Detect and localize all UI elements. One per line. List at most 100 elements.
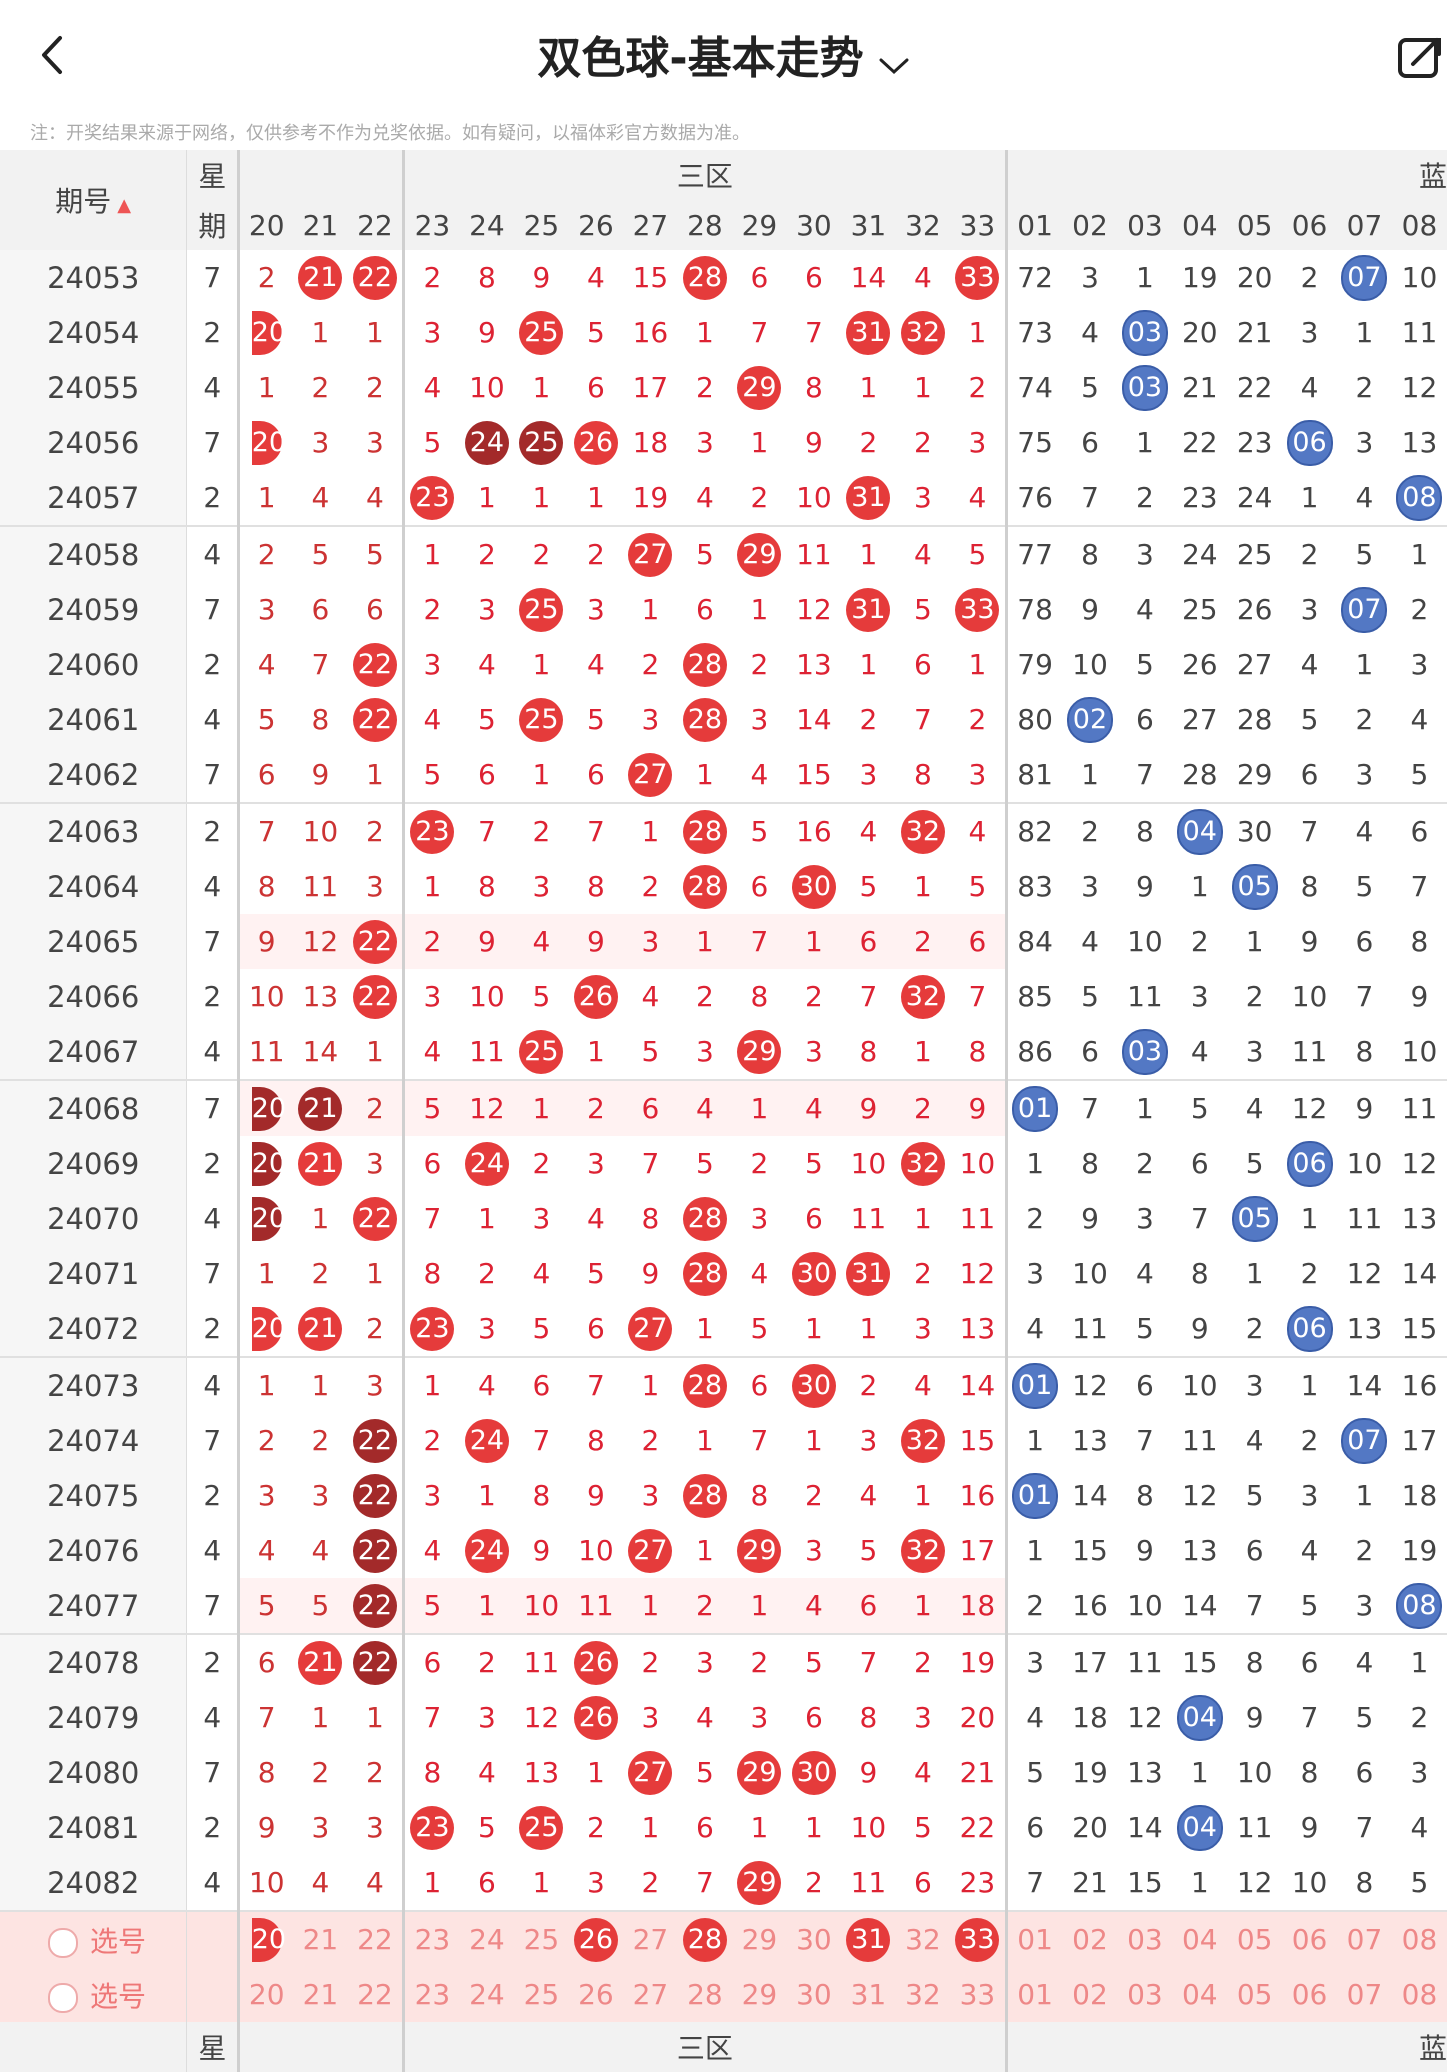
blue-cell: 1 — [1135, 1092, 1154, 1125]
pick-select-cell[interactable]: 选号 — [0, 1967, 188, 2022]
pick-number-zone3[interactable]: 31 — [841, 1967, 896, 2022]
pick-number-blue[interactable]: 02 — [1062, 1967, 1118, 2022]
pick-number-blue[interactable]: 08 — [1391, 1911, 1447, 1967]
blue-cell: 06 — [1282, 415, 1337, 470]
issue-cell: 24082 — [0, 1855, 188, 1912]
pick-number-zone3[interactable]: 28 — [677, 1911, 733, 1967]
pick-number-zone2[interactable]: 22 — [347, 1911, 404, 1967]
selected-red-ball[interactable]: 20 — [251, 1917, 286, 1962]
zone2-cell: 3 — [257, 1479, 276, 1512]
radio-icon[interactable] — [48, 1927, 78, 1958]
selected-red-ball[interactable]: 26 — [573, 1917, 618, 1962]
pick-number-zone3[interactable]: 27 — [623, 1911, 678, 1967]
blue-cell: 27 — [1181, 703, 1218, 736]
pick-number-zone3[interactable]: 25 — [514, 1911, 569, 1967]
selected-red-ball[interactable]: 31 — [846, 1917, 891, 1962]
pick-number-blue[interactable]: 01 — [1004, 1967, 1063, 2022]
zone3-cell: 1 — [677, 1301, 733, 1358]
pick-number-zone2[interactable]: 22 — [347, 1967, 404, 2022]
pick-number-zone2[interactable]: 20 — [238, 1911, 294, 1967]
zone3-cell: 13 — [950, 1301, 1007, 1358]
zone2-cell: 5 — [238, 1578, 294, 1635]
pick-number-blue[interactable]: 06 — [1282, 1967, 1337, 2022]
footer-header-row: 星 三区蓝 — [0, 2022, 1447, 2072]
selected-red-ball[interactable]: 28 — [682, 1917, 727, 1962]
pick-number-blue[interactable]: 08 — [1391, 1967, 1447, 2022]
pick-number-zone3[interactable]: 29 — [732, 1911, 787, 1967]
blue-cell: 11 — [1282, 1024, 1337, 1081]
pick-number-zone3[interactable]: 26 — [568, 1967, 624, 2022]
pick-number-blue[interactable]: 07 — [1337, 1967, 1392, 2022]
pick-number-blue[interactable]: 03 — [1117, 1911, 1173, 1967]
pick-number-zone3[interactable]: 24 — [459, 1967, 515, 2022]
issue-cell: 24068 — [0, 1080, 188, 1136]
zone3-cell: 27 — [623, 747, 678, 804]
table-row: 24058 4 2 5 5 1 2 2 2 27 5 29 11 1 4 5 77 8 3 24 25 2 5 1 — [0, 526, 1447, 582]
red-ball: 22 — [352, 1583, 397, 1628]
back-icon[interactable] — [30, 30, 80, 80]
blue-cell: 2 — [1410, 1701, 1429, 1734]
issue-header[interactable]: 期号 ▲ — [0, 150, 188, 250]
pick-label: 选号 — [90, 1979, 147, 2013]
blue-cell: 2 — [1004, 1191, 1063, 1246]
pick-number-zone2[interactable]: 21 — [293, 1967, 348, 2022]
issue-cell: 24056 — [0, 415, 188, 470]
blue-cell: 12 — [1127, 1701, 1163, 1734]
issue-cell: 24065 — [0, 914, 188, 969]
blue-cell: 2 — [1190, 925, 1209, 958]
zone3-cell: 4 — [677, 1080, 733, 1136]
pick-number-zone3[interactable]: 23 — [402, 1911, 460, 1967]
zone3-cell: 26 — [569, 969, 624, 1024]
pick-number-blue[interactable]: 05 — [1227, 1911, 1283, 1967]
pick-number-zone3[interactable]: 32 — [895, 1967, 951, 2022]
pick-number-blue[interactable]: 02 — [1062, 1911, 1118, 1967]
pick-number-blue[interactable]: 04 — [1172, 1911, 1228, 1967]
pick-number-zone3[interactable]: 31 — [841, 1911, 896, 1967]
zone3-cell: 10 — [469, 980, 505, 1013]
red-ball: 22 — [352, 974, 397, 1019]
radio-icon[interactable] — [48, 1982, 78, 2013]
selected-red-ball[interactable]: 33 — [955, 1917, 1000, 1962]
share-icon[interactable] — [1395, 30, 1447, 82]
pick-number-blue[interactable]: 06 — [1282, 1911, 1337, 1967]
pick-number-zone3[interactable]: 29 — [732, 1967, 787, 2022]
pick-number-zone3[interactable]: 23 — [402, 1967, 460, 2022]
pick-number-zone2[interactable]: 21 — [293, 1911, 348, 1967]
pick-number-zone3[interactable]: 27 — [623, 1967, 678, 2022]
zone3-cell: 1 — [532, 648, 551, 681]
blue-ball: 08 — [1396, 474, 1443, 521]
col-header-blue: 08 — [1391, 200, 1447, 250]
pick-number-zone3[interactable]: 33 — [950, 1911, 1007, 1967]
pick-number-zone3[interactable]: 32 — [895, 1911, 951, 1967]
pick-number-blue[interactable]: 04 — [1172, 1967, 1228, 2022]
pick-number-zone3[interactable]: 30 — [786, 1911, 842, 1967]
zone2-cell: 7 — [257, 815, 276, 848]
pick-number-zone3[interactable]: 30 — [786, 1967, 842, 2022]
pick-select-cell[interactable]: 选号 — [0, 1911, 188, 1967]
pick-number-zone3[interactable]: 33 — [950, 1967, 1007, 2022]
pick-number-blue[interactable]: 07 — [1337, 1911, 1392, 1967]
zone3-cell: 3 — [641, 1701, 660, 1734]
zone2-cell: 22 — [348, 692, 404, 747]
sort-icon[interactable]: ▲ — [117, 195, 132, 216]
blue-cell: 27 — [1236, 648, 1273, 681]
zone2-cell: 3 — [311, 426, 330, 459]
col-header-zone2: 22 — [347, 200, 404, 250]
pick-number-zone3[interactable]: 25 — [514, 1967, 569, 2022]
pick-number-blue[interactable]: 01 — [1004, 1911, 1063, 1967]
pick-number-blue[interactable]: 03 — [1117, 1967, 1173, 2022]
pick-number-blue[interactable]: 05 — [1227, 1967, 1283, 2022]
red-ball: 27 — [628, 752, 673, 797]
pick-number-zone3[interactable]: 28 — [677, 1967, 733, 2022]
footer-day: 星 — [186, 2022, 241, 2072]
page-title[interactable]: 双色球-基本走势 — [0, 22, 1447, 87]
table-row: 24068 7 20 21 2 5 12 1 2 6 4 1 4 9 2 9 01 7 1 5 4 12 9 11 — [0, 1080, 1447, 1136]
pick-number-zone3[interactable]: 26 — [568, 1911, 624, 1967]
blue-cell: 4 — [1410, 1811, 1429, 1844]
blue-cell: 2 — [1355, 703, 1374, 736]
pick-number-zone3[interactable]: 24 — [459, 1911, 515, 1967]
zone3-cell: 10 — [469, 371, 505, 404]
blue-cell: 16 — [1062, 1578, 1118, 1635]
red-ball: 20 — [251, 420, 286, 465]
pick-number-zone2[interactable]: 20 — [238, 1967, 294, 2022]
